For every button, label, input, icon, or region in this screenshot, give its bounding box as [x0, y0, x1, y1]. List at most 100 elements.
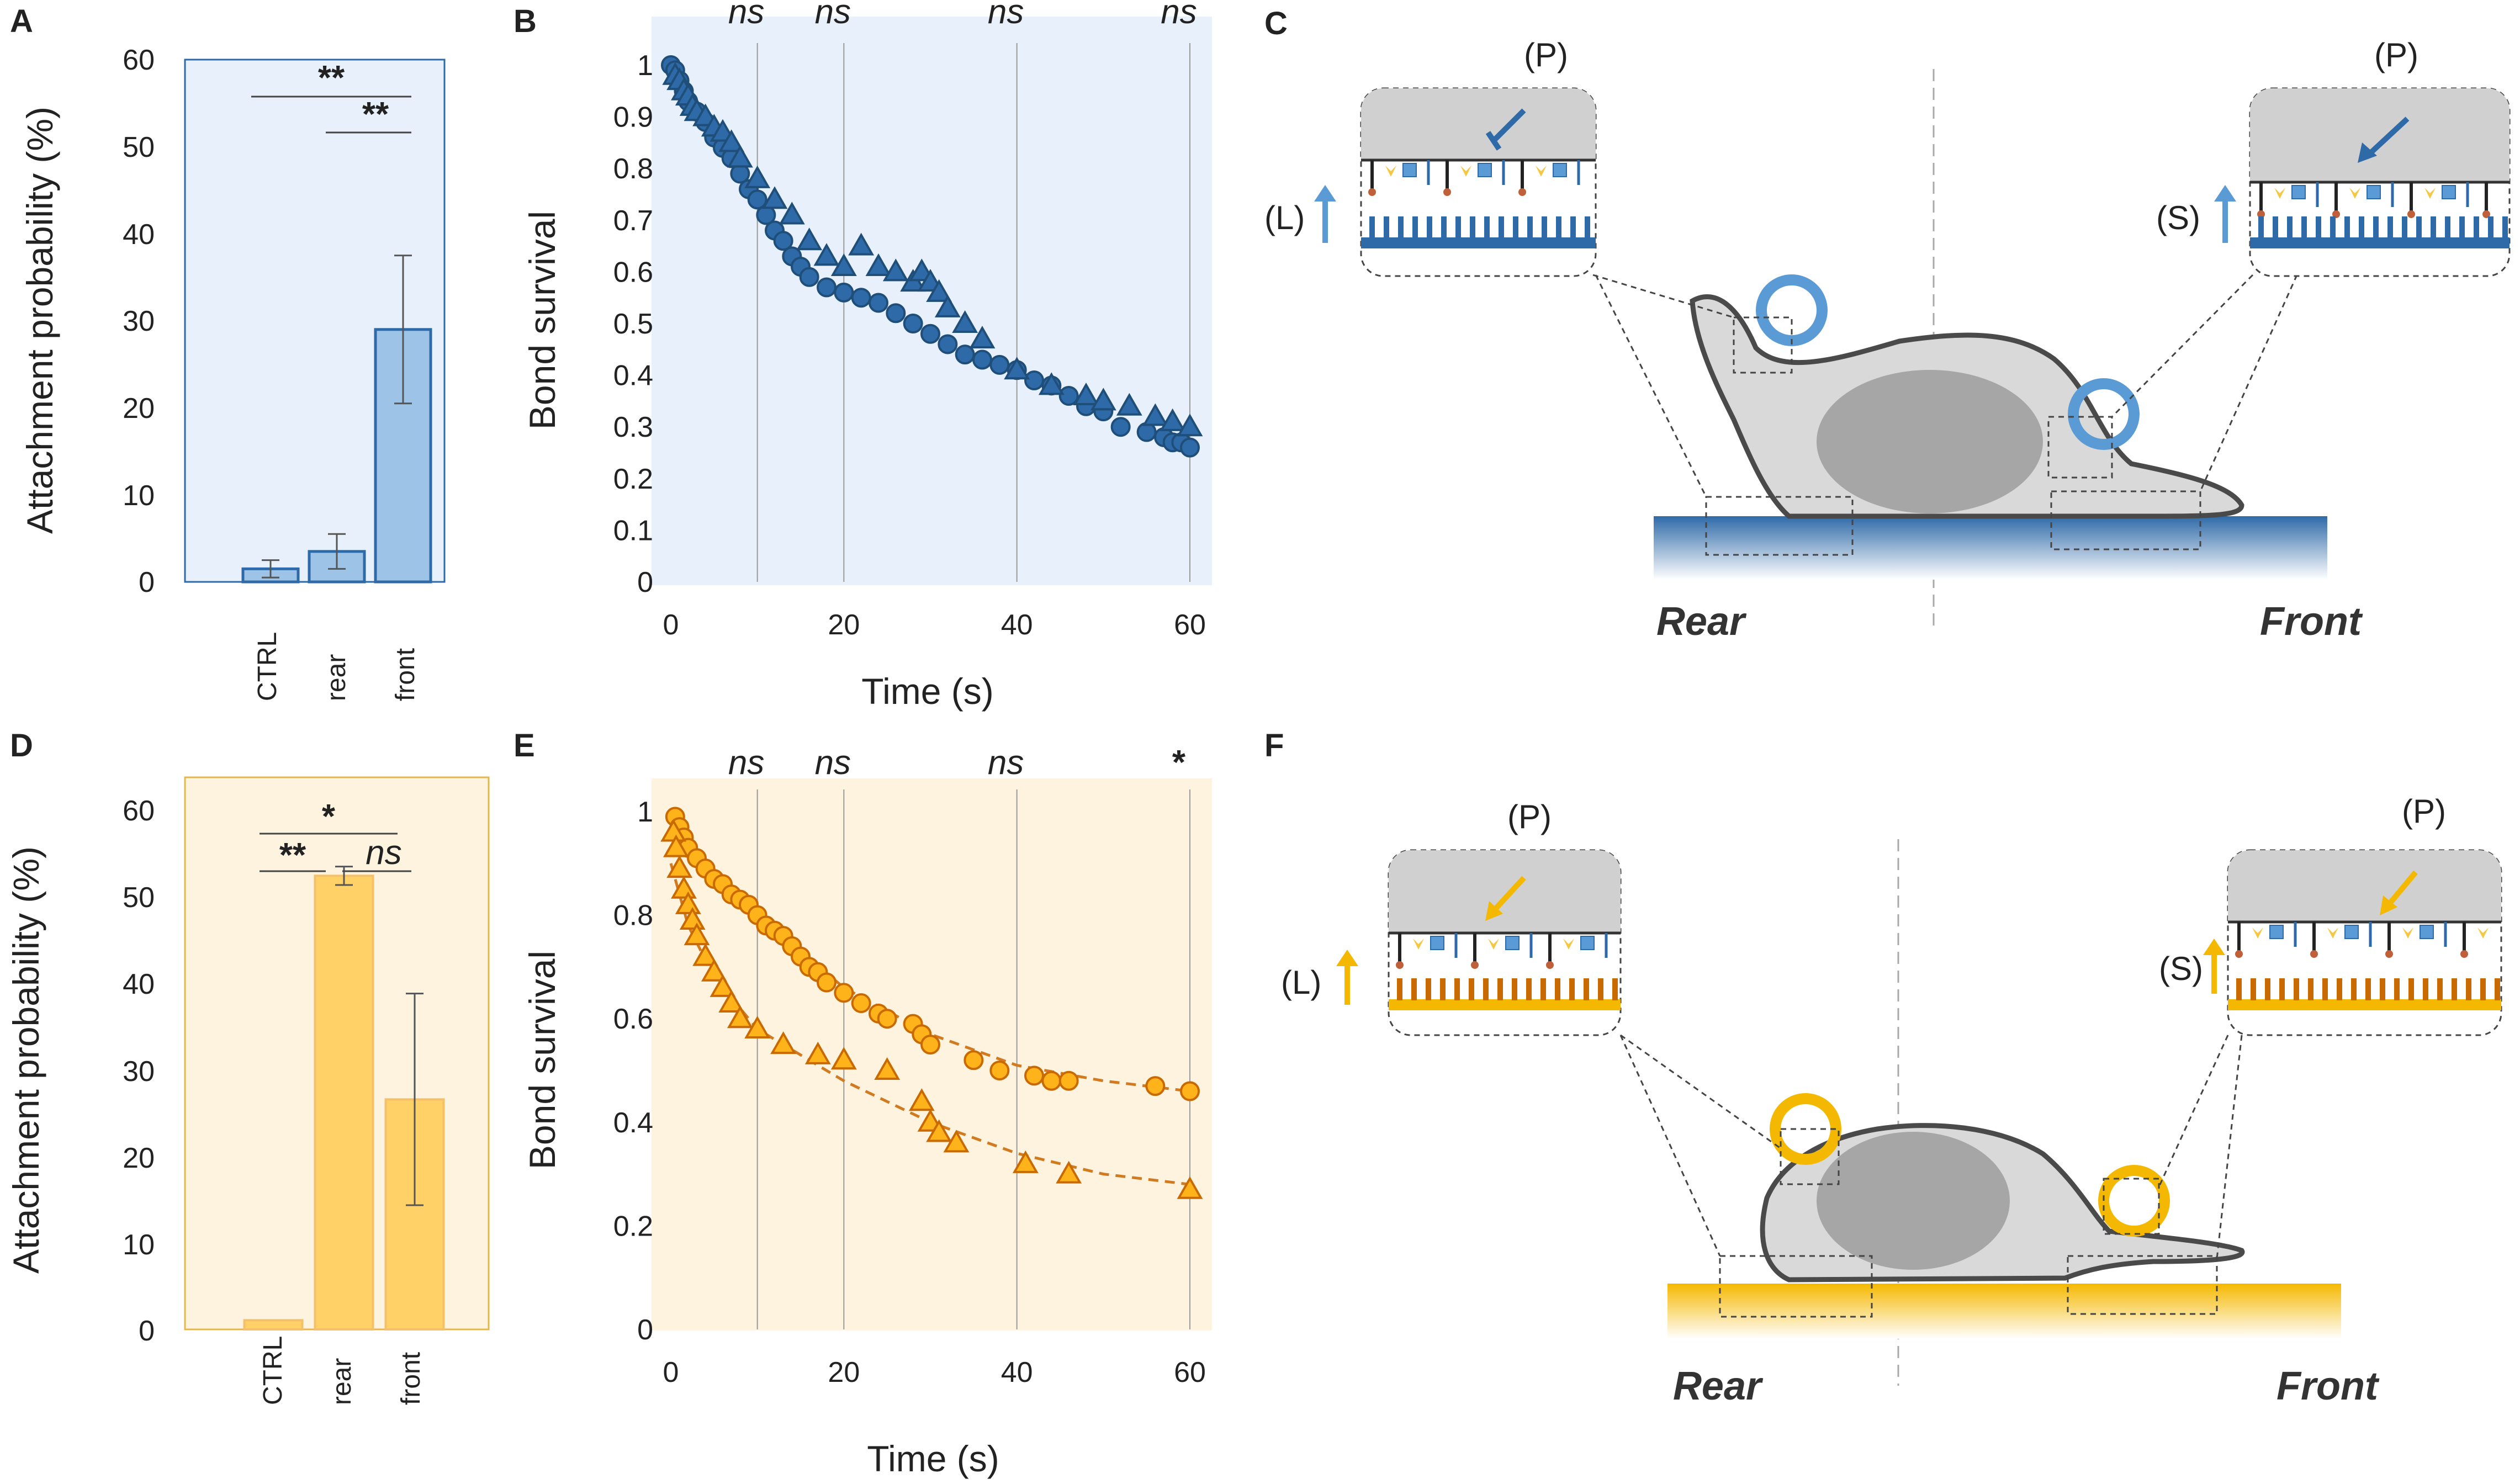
up-arrow-icon: [1336, 950, 1358, 1005]
data-point-triangle: [796, 227, 823, 251]
data-point-triangle: [813, 243, 840, 266]
force-arrow-icon: [2367, 116, 2410, 157]
data-point-triangle: [727, 1005, 753, 1029]
panel-a: A Attachment probability (%) 0 10 20 30 …: [10, 3, 446, 701]
data-point-triangle: [671, 876, 697, 899]
significance-labels: ns ns ns ns: [728, 0, 1197, 31]
data-point-circle: [920, 324, 940, 344]
y-tick-label: 30: [123, 305, 155, 337]
x-tick-label: 40: [1001, 1356, 1033, 1388]
bar-ctrl: [243, 1319, 304, 1331]
y-tick-label: 60: [123, 795, 155, 827]
y-tick-label: 0.8: [613, 153, 653, 185]
panel-letter-c: C: [1264, 6, 1288, 41]
data-point-triangle: [770, 1031, 797, 1054]
bar-group: [243, 866, 445, 1331]
data-point-triangle: [675, 891, 701, 914]
y-tick-label: 0.2: [613, 463, 653, 495]
data-point-circle: [747, 189, 767, 210]
side-label-s: (S): [2156, 199, 2200, 236]
substrate: [1654, 516, 2327, 580]
sig-label-ctrl-front: **: [318, 59, 345, 97]
x-tick-label: 0: [663, 1356, 679, 1388]
panel-letter-e: E: [513, 728, 535, 764]
y-axis-title: Bond survival: [522, 951, 563, 1169]
data-point-circle: [877, 1009, 897, 1029]
y-tick-label: 50: [123, 882, 155, 914]
data-point-triangle: [710, 974, 736, 997]
receptor-row: [2235, 922, 2489, 958]
data-point-circle: [1110, 417, 1131, 437]
sig-label-rear-front: **: [362, 96, 389, 134]
data-point-triangle: [926, 1119, 952, 1142]
inset-label-p-left: (P): [1524, 36, 1568, 73]
inset-label-p-right: (P): [2402, 793, 2446, 830]
y-tick-label: 0.9: [613, 102, 653, 134]
force-arrow-icon: [1491, 108, 1526, 143]
significance-label: ns: [988, 744, 1024, 782]
data-point-circle: [1180, 1081, 1200, 1101]
y-tick-label: 40: [123, 219, 155, 251]
panel-b: B Bond survival Time (s) 0 0.1 0.2 0.3 0.4 0.…: [513, 0, 1212, 712]
y-tick-label: 50: [123, 131, 155, 163]
category-label-front: front: [391, 648, 420, 701]
data-point-circle: [1058, 1070, 1079, 1091]
significance-label: ns: [988, 0, 1024, 31]
data-point-circle: [886, 303, 906, 324]
significance-brackets: * ** ns: [260, 798, 411, 875]
y-tick-label: 1: [637, 50, 653, 82]
panel-letter-d: D: [10, 728, 33, 764]
data-point-triangle: [952, 310, 978, 333]
data-point-circle: [963, 1050, 984, 1070]
data-point-circle: [1041, 1070, 1062, 1091]
y-ticks: 0 0.1 0.2 0.3 0.4 0.5 0.6 0.7 0.8 0.9 1: [613, 50, 653, 598]
significance-label: ns: [815, 744, 851, 782]
data-point-circle: [834, 282, 854, 303]
data-point-circle: [989, 1061, 1010, 1080]
data-point-triangle: [779, 202, 805, 225]
x-tick-label: 0: [663, 609, 679, 641]
data-point-circle: [1024, 1066, 1044, 1086]
connector-lines: [1619, 1034, 2243, 1259]
side-label-s: (S): [2159, 950, 2203, 987]
data-points: [661, 55, 1203, 458]
ligand-row: [1397, 978, 1618, 1000]
inset-front: [2227, 849, 2502, 1036]
y-tick-label: 0.6: [613, 256, 653, 288]
up-arrow-icon: [2203, 939, 2225, 994]
callout-box-front-top: [2103, 1178, 2160, 1235]
y-tick-label: 40: [123, 968, 155, 1000]
data-point-triangle: [1142, 403, 1168, 426]
y-tick-label: 20: [123, 1142, 155, 1174]
data-point-circle: [817, 277, 837, 298]
data-point-triangle: [1090, 388, 1116, 411]
callout-box-rear-top: [1780, 1128, 1840, 1185]
y-tick-label: 0.4: [613, 1107, 653, 1139]
data-point-triangle: [874, 1057, 901, 1080]
category-labels: CTRL rear front: [253, 632, 420, 701]
category-label-rear: rear: [327, 1358, 357, 1405]
callout-box-rear-top: [1733, 316, 1793, 374]
data-point-triangle: [1012, 1150, 1039, 1173]
ligand-row: [2258, 216, 2508, 239]
category-label-rear: rear: [322, 654, 351, 701]
data-point-triangle: [666, 855, 693, 878]
region-label-rear: Rear: [1656, 600, 1747, 644]
data-point-triangle: [848, 232, 875, 256]
nucleus: [1817, 1132, 2010, 1270]
plot-background: [652, 778, 1212, 1331]
data-point-circle: [1145, 1076, 1166, 1096]
x-axis-title: Time (s): [861, 671, 994, 712]
y-tick-label: 0: [139, 1315, 155, 1347]
y-ticks: 0 10 20 30 40 50 60: [123, 795, 155, 1347]
data-point-circle: [817, 972, 837, 993]
up-arrow-icon: [2214, 185, 2236, 243]
x-ticks: 0 20 40 60: [663, 609, 1206, 641]
nucleus: [1817, 370, 2043, 513]
data-point-circle: [903, 314, 923, 333]
callout-box-front-bottom: [2050, 490, 2201, 550]
y-tick-label: 0.6: [613, 1003, 653, 1035]
data-point-triangle: [908, 1088, 935, 1111]
panel-c: C (P): [1264, 6, 2511, 644]
data-point-triangle: [934, 294, 961, 317]
